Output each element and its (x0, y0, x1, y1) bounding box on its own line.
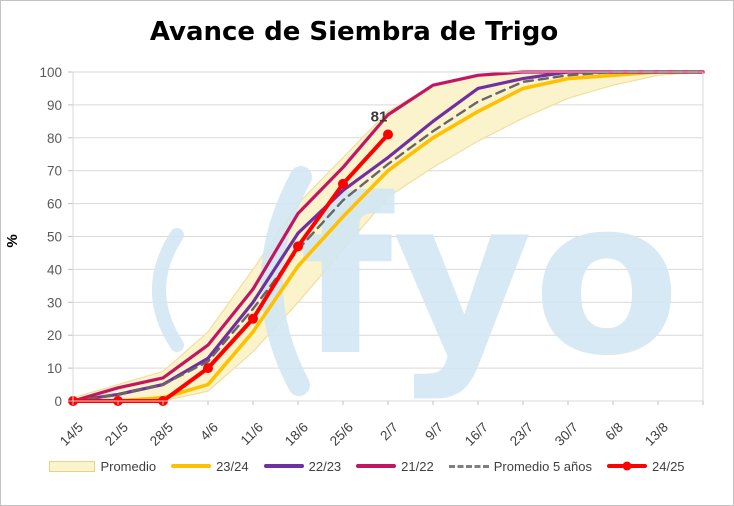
marker-24-25 (383, 129, 393, 140)
x-tick-label: 23/7 (507, 420, 536, 449)
y-axis-title: % (4, 234, 21, 247)
y-tick-label: 90 (47, 98, 62, 113)
y-tick-label: 100 (39, 65, 62, 80)
watermark-text: fyo (299, 152, 680, 403)
data-label-24-25: 81 (371, 109, 388, 126)
x-tick-label: 4/6 (197, 420, 221, 444)
y-tick-label: 40 (47, 262, 62, 277)
x-tick-label: 30/7 (552, 420, 581, 449)
x-tick-label: 6/8 (602, 420, 626, 444)
legend-item-24-25: 24/25 (607, 459, 685, 474)
y-tick-label: 0 (54, 394, 62, 409)
legend-swatch-band (49, 460, 96, 472)
marker-24-25 (293, 241, 303, 252)
y-tick-label: 20 (47, 328, 62, 343)
legend-label: Promedio (100, 458, 157, 474)
y-tick-label: 70 (47, 164, 62, 179)
legend-item-21-22: 21/22 (356, 459, 434, 474)
legend-swatch-line (171, 464, 212, 468)
x-tick-label: 21/5 (102, 420, 131, 449)
y-tick-label: 30 (47, 295, 62, 310)
x-tick-label: 14/5 (57, 420, 86, 449)
legend-label: 24/25 (652, 458, 685, 474)
legend-item-promedio-5-a-os: Promedio 5 años (448, 458, 592, 474)
watermark-parenthesis-big (261, 166, 312, 396)
x-tick-label: 16/7 (462, 420, 491, 449)
chart-legend: Promedio 23/24 22/23 21/22 Promedio 5 años 24… (1, 452, 733, 480)
x-tick-label: 28/5 (147, 420, 176, 449)
legend-swatch-line (263, 464, 304, 468)
legend-item-promedio: Promedio (49, 459, 156, 474)
legend-label: 23/24 (216, 458, 249, 474)
x-tick-label: 18/6 (282, 420, 311, 449)
axes (68, 71, 704, 405)
marker-24-25 (248, 313, 258, 324)
x-tick-label: 2/7 (377, 420, 401, 444)
y-tick-label: 50 (47, 230, 62, 245)
legend-label: 22/23 (308, 458, 342, 474)
legend-label: 21/22 (401, 458, 434, 474)
legend-swatch-line (356, 464, 397, 468)
x-tick-label: 11/6 (238, 420, 266, 448)
legend-label: Promedio 5 años (493, 458, 592, 474)
series-line-23-24 (71, 70, 705, 403)
y-tick-label: 80 (47, 131, 62, 146)
chart-title: Avance de Siembra de Trigo (149, 17, 559, 47)
x-tick-label: 9/7 (422, 420, 446, 444)
y-tick-label: 10 (47, 361, 62, 376)
legend-marker-dot (622, 461, 632, 471)
y-tick-label: 60 (47, 197, 62, 212)
legend-swatch-dashed (448, 464, 489, 468)
fyo-watermark: fyo (152, 152, 680, 403)
legend-item-23-24: 23/24 (171, 459, 249, 474)
marker-24-25 (338, 178, 348, 189)
watermark-parenthesis-small (152, 228, 184, 352)
marker-24-25 (203, 363, 213, 374)
x-tick-label: 25/6 (327, 420, 356, 449)
legend-item-22-23: 22/23 (263, 458, 342, 474)
series-line-promedio-5-a-os (71, 70, 705, 403)
legend-swatch-line-marker (607, 461, 647, 471)
x-tick-label: 13/8 (642, 420, 671, 449)
